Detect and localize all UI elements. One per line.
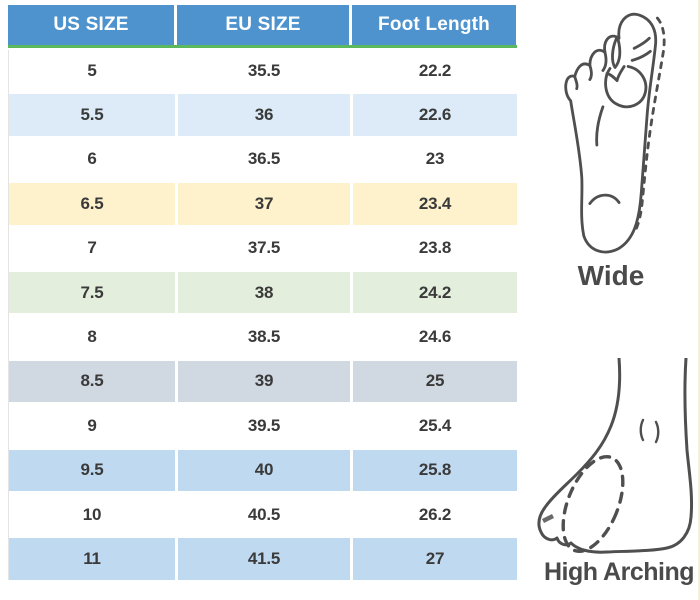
high-arching-label: High Arching bbox=[543, 558, 695, 586]
foot-length-cell: 23.4 bbox=[353, 183, 517, 225]
us-size-cell: 6.5 bbox=[9, 183, 175, 225]
eu-size-cell: 39.5 bbox=[178, 405, 350, 447]
table-row: 5.5 36 22.6 bbox=[9, 94, 517, 136]
eu-size-cell: 37 bbox=[178, 183, 350, 225]
eu-size-cell: 38.5 bbox=[178, 316, 350, 358]
foot-length-cell: 23.8 bbox=[353, 227, 517, 269]
foot-length-cell: 23 bbox=[353, 138, 517, 181]
eu-size-cell: 38 bbox=[178, 271, 350, 314]
foot-sole-illustration bbox=[564, 12, 666, 254]
eu-size-cell: 36 bbox=[178, 94, 350, 136]
table-header-row: US SIZE EU SIZE Foot Length bbox=[8, 5, 517, 45]
table-row: 9 39.5 25.4 bbox=[9, 405, 517, 447]
header-eu-size: EU SIZE bbox=[177, 5, 349, 45]
eu-size-cell: 40 bbox=[178, 449, 350, 491]
foot-length-cell: 24.6 bbox=[353, 316, 517, 358]
header-underline bbox=[8, 45, 517, 48]
table-row: 6 36.5 23 bbox=[9, 138, 517, 181]
us-size-cell: 11 bbox=[9, 538, 175, 580]
foot-length-cell: 22.6 bbox=[353, 94, 517, 136]
foot-length-cell: 25.8 bbox=[353, 449, 517, 491]
foot-length-cell: 25.4 bbox=[353, 405, 517, 447]
eu-size-cell: 35.5 bbox=[178, 50, 350, 92]
high-arching-figure: High Arching bbox=[533, 358, 700, 587]
us-size-cell: 10 bbox=[9, 493, 175, 536]
us-size-cell: 8.5 bbox=[9, 360, 175, 403]
table-row: 7 37.5 23.8 bbox=[9, 227, 517, 269]
table-row: 7.5 38 24.2 bbox=[9, 271, 517, 314]
foot-length-cell: 24.2 bbox=[353, 271, 517, 314]
right-edge-line bbox=[698, 0, 700, 600]
foot-length-cell: 26.2 bbox=[353, 493, 517, 536]
us-size-cell: 7 bbox=[9, 227, 175, 269]
table-row: 5 35.5 22.2 bbox=[9, 50, 517, 92]
table-row: 10 40.5 26.2 bbox=[9, 493, 517, 536]
header-foot-length: Foot Length bbox=[352, 5, 516, 45]
us-size-cell: 8 bbox=[9, 316, 175, 358]
us-size-cell: 9.5 bbox=[9, 449, 175, 491]
us-size-cell: 5 bbox=[9, 50, 175, 92]
size-table-body: 5 35.5 22.2 5.5 36 22.6 6 36.5 23 6.5 37… bbox=[8, 50, 517, 580]
size-conversion-table: US SIZE EU SIZE Foot Length 5 35.5 22.2 … bbox=[8, 5, 517, 580]
us-size-cell: 9 bbox=[9, 405, 175, 447]
foot-length-cell: 25 bbox=[353, 360, 517, 403]
table-row: 8 38.5 24.6 bbox=[9, 316, 517, 358]
table-row: 9.5 40 25.8 bbox=[9, 449, 517, 491]
foot-profile-illustration bbox=[537, 358, 694, 554]
wide-foot-figure: Wide bbox=[545, 8, 677, 292]
us-size-cell: 6 bbox=[9, 138, 175, 181]
foot-length-cell: 22.2 bbox=[353, 50, 517, 92]
header-us-size: US SIZE bbox=[8, 5, 174, 45]
us-size-cell: 5.5 bbox=[9, 94, 175, 136]
eu-size-cell: 36.5 bbox=[178, 138, 350, 181]
eu-size-cell: 39 bbox=[178, 360, 350, 403]
wide-label: Wide bbox=[577, 260, 645, 291]
eu-size-cell: 41.5 bbox=[178, 538, 350, 580]
table-row: 8.5 39 25 bbox=[9, 360, 517, 403]
table-row: 11 41.5 27 bbox=[9, 538, 517, 580]
eu-size-cell: 37.5 bbox=[178, 227, 350, 269]
foot-length-cell: 27 bbox=[353, 538, 517, 580]
eu-size-cell: 40.5 bbox=[178, 493, 350, 536]
table-row: 6.5 37 23.4 bbox=[9, 183, 517, 225]
us-size-cell: 7.5 bbox=[9, 271, 175, 314]
